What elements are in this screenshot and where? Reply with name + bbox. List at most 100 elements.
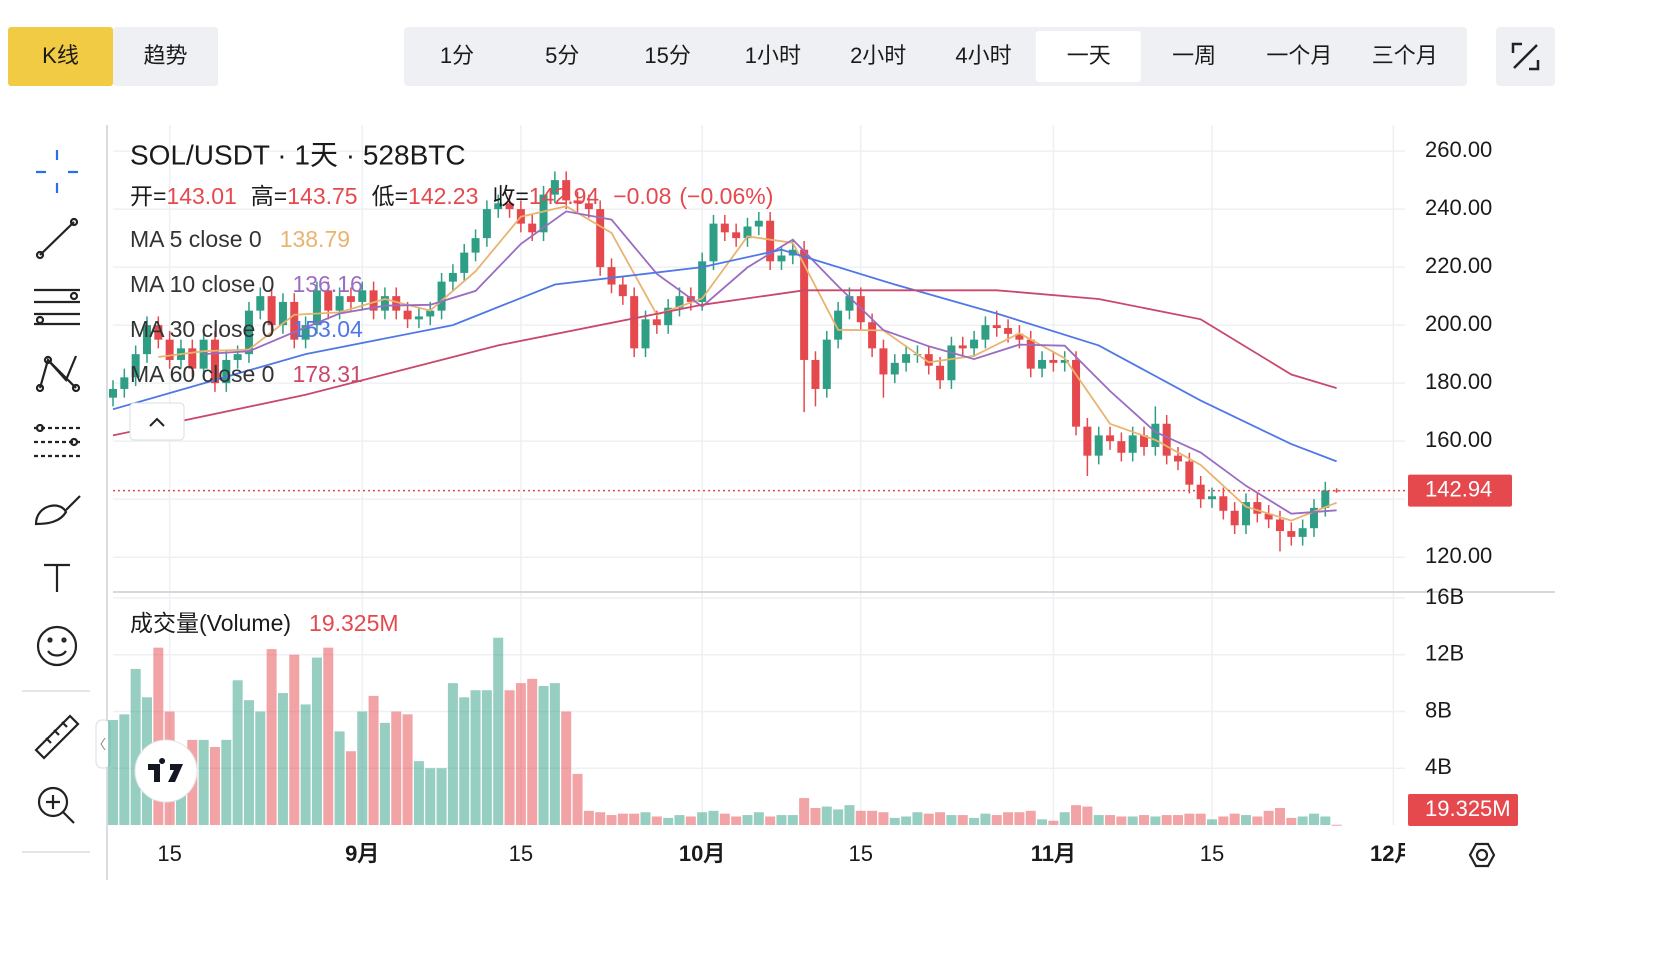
volume-bar bbox=[1014, 812, 1025, 825]
candle-body bbox=[743, 226, 752, 239]
volume-bar bbox=[323, 647, 334, 825]
legend-collapse[interactable] bbox=[129, 402, 185, 441]
grid bbox=[113, 125, 1405, 825]
candle-body bbox=[1015, 333, 1024, 340]
candle-body bbox=[539, 194, 548, 233]
volume-bar bbox=[606, 815, 617, 825]
y-tick-label: 160.00 bbox=[1425, 427, 1492, 452]
volume-bar bbox=[742, 815, 753, 825]
candle-body bbox=[1128, 435, 1137, 453]
legend-text: 143.01 bbox=[166, 183, 236, 209]
interval-tab[interactable]: 15分 bbox=[644, 43, 690, 68]
ma-line bbox=[112, 289, 1337, 437]
drawing-tools bbox=[34, 150, 81, 824]
volume-bar bbox=[753, 812, 764, 825]
candle-body bbox=[822, 339, 831, 389]
candle-body bbox=[641, 319, 650, 349]
interval-tab[interactable]: 一天 bbox=[1067, 43, 1111, 68]
candle-body bbox=[437, 281, 446, 311]
volume-bar bbox=[1320, 816, 1331, 825]
candle-body bbox=[494, 203, 503, 210]
candle-body bbox=[732, 232, 741, 239]
candle-body bbox=[426, 310, 435, 317]
settings-icon[interactable] bbox=[1468, 842, 1496, 868]
volume-bar bbox=[538, 685, 549, 825]
volume-bar bbox=[640, 812, 651, 825]
candle-body bbox=[992, 325, 1001, 329]
sidebar-handle[interactable] bbox=[95, 719, 111, 769]
candle-body bbox=[902, 354, 911, 363]
y-tick-label: 200.00 bbox=[1425, 311, 1492, 336]
candle-body bbox=[1162, 423, 1171, 456]
volume-tick-label: 16B bbox=[1425, 584, 1464, 609]
volume-bar bbox=[402, 714, 413, 825]
legend-text: 143.75 bbox=[287, 183, 357, 209]
candle-body bbox=[1253, 502, 1262, 514]
candle-body bbox=[630, 296, 639, 349]
volume-bar bbox=[1173, 815, 1184, 825]
candle-body bbox=[1004, 328, 1013, 334]
volume-bar bbox=[912, 812, 923, 825]
candle-body bbox=[868, 322, 877, 349]
candle-body bbox=[596, 209, 605, 268]
interval-tab[interactable]: 1分 bbox=[440, 43, 474, 68]
volume-bar bbox=[855, 810, 866, 825]
interval-tab[interactable]: 一个月 bbox=[1266, 43, 1332, 68]
interval-tab[interactable]: 2小时 bbox=[850, 43, 906, 68]
volume-bar bbox=[1093, 815, 1104, 825]
volume-bar bbox=[108, 720, 118, 825]
interval-tab[interactable]: 5分 bbox=[545, 43, 579, 68]
volume-bar bbox=[1161, 815, 1172, 825]
candle-body bbox=[1287, 531, 1296, 537]
volume-bar bbox=[345, 751, 356, 825]
legend-text: MA 10 close 0 bbox=[130, 271, 274, 297]
labels: SOL/USDT · 1天 · 528BTC 成交量(Volume) 120.0… bbox=[130, 137, 1492, 866]
candle-body bbox=[392, 296, 401, 311]
volume-bar bbox=[1139, 815, 1150, 825]
view-tab[interactable]: K线 bbox=[42, 43, 79, 68]
volume-bar bbox=[232, 680, 243, 825]
volume-bar bbox=[595, 812, 606, 825]
candle-body bbox=[754, 220, 763, 227]
axis-mask bbox=[1405, 836, 1417, 876]
interval-tab[interactable]: 一周 bbox=[1172, 43, 1216, 68]
candle-body bbox=[142, 325, 151, 355]
legend-text: 高= bbox=[251, 183, 287, 209]
interval-tab[interactable]: 三个月 bbox=[1372, 43, 1438, 68]
volume-bar bbox=[969, 817, 980, 825]
interval-tab[interactable]: 1小时 bbox=[745, 43, 801, 68]
volume-bar bbox=[674, 815, 685, 825]
volume-bar bbox=[1105, 815, 1116, 825]
candle-body bbox=[267, 296, 276, 326]
volume-bar bbox=[651, 816, 662, 825]
volume-bar bbox=[447, 683, 458, 825]
volume-bar bbox=[561, 711, 572, 825]
candle-body bbox=[562, 180, 571, 201]
candle-body bbox=[120, 377, 129, 389]
candle-body bbox=[1151, 423, 1160, 447]
volume-bar bbox=[1218, 816, 1229, 825]
candle-body bbox=[165, 339, 174, 360]
volume-bar bbox=[504, 690, 515, 825]
candle-body bbox=[1038, 359, 1047, 369]
volume-tick-label: 12B bbox=[1425, 641, 1464, 666]
candle-body bbox=[1219, 496, 1228, 511]
last-price-label: 142.94 bbox=[1425, 476, 1492, 501]
volume-bar bbox=[1286, 817, 1297, 825]
volume-bar bbox=[1274, 807, 1285, 825]
candle-body bbox=[1196, 484, 1205, 500]
volume-bar bbox=[867, 810, 878, 825]
legend-text: MA 5 close 0 bbox=[130, 226, 262, 252]
candle-body bbox=[460, 252, 469, 273]
logo[interactable] bbox=[134, 739, 198, 803]
candle-body bbox=[301, 325, 310, 340]
legend-text: 收= bbox=[492, 183, 528, 209]
collapse-icon bbox=[149, 417, 165, 427]
candle-body bbox=[936, 365, 945, 381]
last-volume-label: 19.325M bbox=[1425, 796, 1511, 821]
candle-body bbox=[528, 223, 537, 233]
view-tab[interactable]: 趋势 bbox=[143, 43, 187, 68]
interval-tab[interactable]: 4小时 bbox=[955, 43, 1011, 68]
